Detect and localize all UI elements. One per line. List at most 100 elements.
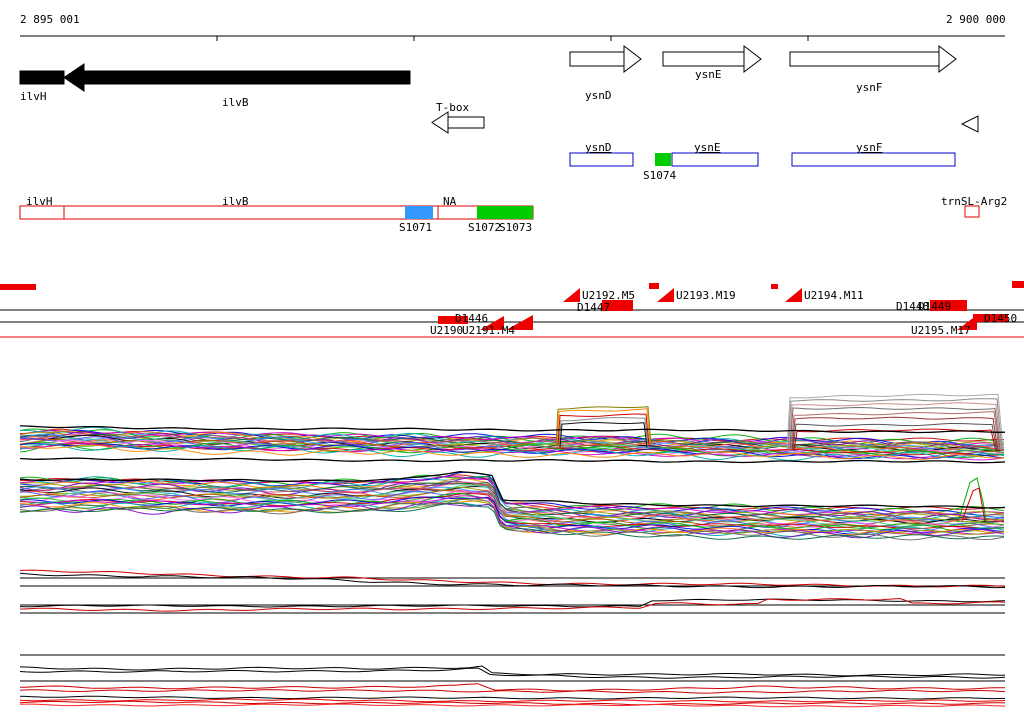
segment-box-s1074[interactable] bbox=[655, 153, 671, 166]
probe-label-u2192-m5[interactable]: U2192.M5 bbox=[582, 289, 635, 302]
expression-panel-1-line bbox=[19, 425, 1006, 434]
expression-panel-1-line bbox=[792, 423, 998, 452]
gene-arrow-ysnf[interactable] bbox=[789, 51, 940, 67]
gene-box-label-na[interactable]: NA bbox=[443, 195, 457, 208]
expression-panel-2-line bbox=[19, 471, 1006, 509]
gene-outline-box-trnsl-arg2[interactable] bbox=[964, 205, 980, 218]
gene-box-label-ilvb[interactable]: ilvB bbox=[222, 195, 249, 208]
expression-panel-1-line bbox=[788, 402, 1002, 451]
ratio-panel-2-line bbox=[19, 683, 1006, 692]
expression-panel-1-line bbox=[19, 433, 1005, 453]
probe-label-d1450[interactable]: D1450 bbox=[984, 312, 1017, 325]
expression-panel-2-line bbox=[19, 495, 1005, 535]
segment-fill-1[interactable] bbox=[477, 206, 533, 219]
operon-label-ysne[interactable]: ysnE bbox=[694, 141, 721, 154]
probe-box-d1447[interactable] bbox=[602, 300, 633, 311]
gene-box-label-trnsl-arg2[interactable]: trnSL-Arg2 bbox=[941, 195, 1007, 208]
ruler-start-label: 2 895 001 bbox=[20, 13, 80, 26]
probe-label-d1446[interactable]: D1446 bbox=[455, 312, 488, 325]
gene-label-ysnd: ysnD bbox=[585, 89, 612, 102]
gene-arrow-ysnf-head[interactable] bbox=[938, 44, 957, 74]
gene-arrow-ysne-head[interactable] bbox=[743, 44, 762, 74]
ratio-panel-1-line bbox=[19, 572, 1006, 589]
gene-arrow-ysnd-head[interactable] bbox=[623, 44, 642, 74]
probe-flag-u2194-m11[interactable] bbox=[785, 288, 802, 302]
ratio-panel-2-line bbox=[19, 689, 1006, 694]
ratio-panel-2-line bbox=[19, 698, 1006, 703]
expression-panel-2-line bbox=[19, 496, 1005, 535]
ruler-end-label: 2 900 000 bbox=[946, 13, 1006, 26]
gene-arrow-ysnd[interactable] bbox=[569, 51, 625, 67]
probe-label-u2195-m17[interactable]: U2195.M17 bbox=[911, 324, 971, 337]
expression-panel-1-line bbox=[790, 411, 1000, 452]
expression-panel-1-line bbox=[786, 393, 1004, 450]
expression-panel-2-line bbox=[19, 480, 1005, 520]
ratio-panel-2-line bbox=[19, 665, 1005, 677]
probe-label-u2191-m4[interactable]: U2191.M4 bbox=[462, 324, 515, 337]
gene-arrow-item[interactable] bbox=[960, 115, 979, 133]
segment-label-s1073[interactable]: S1073 bbox=[499, 221, 532, 234]
expression-panel-1-line bbox=[559, 421, 648, 448]
expression-panel-1-line bbox=[19, 443, 1005, 460]
expression-panel-2-line bbox=[19, 493, 1005, 530]
gene-arrow-t-box-head[interactable] bbox=[431, 111, 449, 134]
gene-label-ysnf: ysnF bbox=[856, 81, 883, 94]
expression-panel-2-line bbox=[19, 502, 1005, 540]
gene-label-t-box: T-box bbox=[436, 101, 469, 114]
operon-box-ysnd[interactable] bbox=[569, 152, 634, 167]
gene-arrow-ilvh[interactable] bbox=[19, 70, 65, 85]
probe-deco-bar-3 bbox=[1012, 281, 1024, 288]
operon-box-ysnf[interactable] bbox=[791, 152, 956, 167]
ratio-panel-1-line bbox=[19, 597, 1006, 612]
ratio-panel-2-line bbox=[19, 700, 1006, 706]
expression-panel-1-line bbox=[787, 398, 1003, 451]
gene-label-ilvh: ilvH bbox=[20, 90, 47, 103]
gene-arrow-t-box[interactable] bbox=[447, 116, 485, 129]
probe-box-d1449[interactable] bbox=[930, 300, 967, 311]
expression-panel-1-line bbox=[558, 417, 649, 448]
expression-panel-1-line bbox=[791, 416, 999, 452]
segment-label-s1072[interactable]: S1072 bbox=[468, 221, 501, 234]
expression-panel-1-line bbox=[19, 442, 1005, 459]
probe-flag-u2193-m19[interactable] bbox=[657, 288, 674, 302]
ratio-panel-2-line bbox=[19, 695, 1006, 700]
probe-flag-u2195-m17[interactable] bbox=[957, 315, 977, 330]
probe-label-u2193-m19[interactable]: U2193.M19 bbox=[676, 289, 736, 302]
gene-arrow-ilvb-head[interactable] bbox=[63, 63, 85, 92]
expression-panel-2-line bbox=[957, 477, 987, 523]
probe-deco-bar-1 bbox=[649, 283, 659, 289]
expression-panel-1-line bbox=[19, 457, 1006, 464]
probe-label-d1448[interactable]: D1448 bbox=[896, 300, 929, 313]
segment-fill-0[interactable] bbox=[405, 206, 433, 219]
gene-label-ysne: ysnE bbox=[695, 68, 722, 81]
operon-label-ysnd[interactable]: ysnD bbox=[585, 141, 612, 154]
expression-panel-2-line bbox=[19, 500, 1005, 537]
operon-label-ysnf[interactable]: ysnF bbox=[856, 141, 883, 154]
probe-flag-u2192-m5[interactable] bbox=[563, 288, 580, 302]
probe-box-d1450[interactable] bbox=[973, 314, 1008, 322]
gene-arrow-ilvb[interactable] bbox=[83, 70, 411, 85]
probe-flag-u2190[interactable] bbox=[480, 316, 504, 330]
expression-panel-1-line bbox=[20, 444, 1005, 461]
expression-panel-1-line bbox=[19, 442, 1005, 461]
expression-panel-2-line bbox=[19, 495, 1005, 530]
probe-label-d1449[interactable]: D1449 bbox=[918, 300, 951, 313]
probe-box-d1446[interactable] bbox=[438, 316, 468, 324]
expression-panel-1-line bbox=[557, 413, 650, 447]
probe-label-u2194-m11[interactable]: U2194.M11 bbox=[804, 289, 864, 302]
expression-panel-2-line bbox=[19, 481, 1005, 523]
expression-panel-1-line bbox=[19, 443, 1005, 461]
segment-label-s1071[interactable]: S1071 bbox=[399, 221, 432, 234]
expression-panel-1-line bbox=[789, 406, 1001, 451]
ratio-panel-2-line bbox=[19, 667, 1006, 679]
gene-box-label-ilvh[interactable]: ilvH bbox=[26, 195, 53, 208]
ratio-panel-2-line bbox=[19, 703, 1006, 708]
probe-flag-u2191-m4[interactable] bbox=[506, 315, 533, 330]
probe-label-u2190[interactable]: U2190 bbox=[430, 324, 463, 337]
expression-panel-1-line bbox=[556, 408, 651, 446]
probe-label-d1447[interactable]: D1447 bbox=[577, 301, 610, 314]
operon-box-ysne[interactable] bbox=[671, 152, 759, 167]
gene-arrow-ysne[interactable] bbox=[662, 51, 745, 67]
